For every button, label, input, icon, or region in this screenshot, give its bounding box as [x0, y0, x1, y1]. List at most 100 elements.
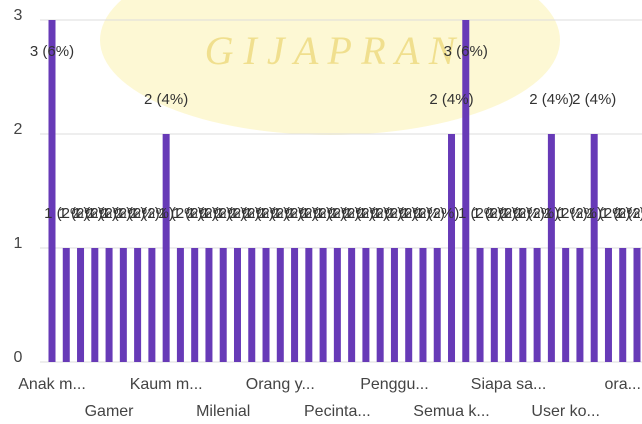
- value-label: 1 (2%): [272, 205, 316, 222]
- value-label: 1 (2%): [601, 205, 642, 222]
- bar: [619, 248, 627, 362]
- value-label: 1 (2%): [458, 205, 502, 222]
- x-tick-label: Kaum m...: [130, 376, 203, 393]
- bar: [176, 248, 184, 362]
- bar: [91, 248, 99, 362]
- value-label: 1 (2%): [44, 205, 88, 222]
- value-label: 1 (2%): [301, 205, 345, 222]
- value-label: 1 (2%): [158, 205, 202, 222]
- x-tick-label: Pecinta...: [304, 403, 371, 420]
- value-label: 3 (6%): [444, 43, 488, 60]
- bar: [219, 248, 227, 362]
- x-tick-label: ora...: [604, 376, 640, 393]
- value-label: 1 (2%): [201, 205, 245, 222]
- bar: [405, 248, 413, 362]
- bar: [562, 248, 570, 362]
- value-label: 1 (2%): [415, 205, 459, 222]
- value-label: 1 (2%): [87, 205, 131, 222]
- bar: [590, 134, 598, 362]
- bar: [476, 248, 484, 362]
- value-label: 1 (2%): [330, 205, 374, 222]
- value-label: 2 (4%): [144, 91, 188, 108]
- value-label: 1 (2%): [244, 205, 288, 222]
- bar: [105, 248, 113, 362]
- value-label: 1 (2%): [230, 205, 274, 222]
- value-label: 1 (2%): [101, 205, 145, 222]
- value-label: 3 (6%): [30, 43, 74, 60]
- y-tick-label: 0: [14, 349, 23, 366]
- watermark: G I J A P R A N: [205, 28, 458, 73]
- value-label: 1 (2%): [258, 205, 302, 222]
- value-label: 1 (2%): [187, 205, 231, 222]
- value-label: 2 (4%): [429, 91, 473, 108]
- bar: [633, 248, 641, 362]
- bar: [333, 248, 341, 362]
- value-label: 1 (2%): [372, 205, 416, 222]
- value-label: 1 (2%): [73, 205, 117, 222]
- bar: [291, 248, 299, 362]
- value-label: 1 (2%): [215, 205, 259, 222]
- x-tick-label: Penggu...: [360, 376, 429, 393]
- bar: [233, 248, 241, 362]
- bar: [490, 248, 498, 362]
- value-label: 1 (2%): [558, 205, 602, 222]
- bar: [505, 248, 513, 362]
- bar: [119, 248, 127, 362]
- bar: [305, 248, 313, 362]
- y-tick-label: 2: [14, 121, 23, 138]
- value-label: 2 (4%): [572, 91, 616, 108]
- value-label: 1 (2%): [173, 205, 217, 222]
- value-label: 1 (2%): [315, 205, 359, 222]
- bar: [547, 134, 555, 362]
- x-tick-label: Milenial: [196, 403, 250, 420]
- value-label: 1 (2%): [358, 205, 402, 222]
- bar: [519, 248, 527, 362]
- bar: [62, 248, 70, 362]
- bar: [433, 248, 441, 362]
- bar: [604, 248, 612, 362]
- bar: [248, 248, 256, 362]
- value-label: 1 (2%): [515, 205, 559, 222]
- value-label: 1 (2%): [586, 205, 630, 222]
- value-label: 1 (2%): [130, 205, 174, 222]
- bar: [134, 248, 142, 362]
- x-tick-label: User ko...: [531, 403, 599, 420]
- value-label: 1 (2%): [501, 205, 545, 222]
- x-tick-label: Orang y...: [246, 376, 315, 393]
- bar: [191, 248, 199, 362]
- value-label: 1 (2%): [544, 205, 588, 222]
- bar: [319, 248, 327, 362]
- bar: [462, 20, 470, 362]
- bar: [362, 248, 370, 362]
- bar: [576, 248, 584, 362]
- bar: [348, 248, 356, 362]
- value-label: 1 (2%): [486, 205, 530, 222]
- value-label: 1 (2%): [401, 205, 445, 222]
- x-tick-label: Semua k...: [413, 403, 489, 420]
- bar: [162, 134, 170, 362]
- bar: [533, 248, 541, 362]
- value-label: 1 (2%): [116, 205, 160, 222]
- bar: [276, 248, 284, 362]
- value-label: 2 (4%): [529, 91, 573, 108]
- bar: [205, 248, 213, 362]
- y-tick-label: 3: [14, 7, 23, 24]
- bar: [77, 248, 85, 362]
- bar: [48, 20, 56, 362]
- value-label: 1 (2%): [287, 205, 331, 222]
- value-label: 1 (2%): [472, 205, 516, 222]
- y-tick-label: 1: [14, 235, 23, 252]
- bar: [262, 248, 270, 362]
- x-tick-label: Siapa sa...: [471, 376, 547, 393]
- watermark-shape: [100, 0, 560, 135]
- value-label: 1 (2%): [387, 205, 431, 222]
- bar: [376, 248, 384, 362]
- value-label: 1 (2%): [615, 205, 642, 222]
- x-tick-label: Gamer: [85, 403, 135, 420]
- value-label: 1 (2%): [58, 205, 102, 222]
- bar: [148, 248, 156, 362]
- value-label: 1 (2%): [344, 205, 388, 222]
- bar: [448, 134, 456, 362]
- bar: [390, 248, 398, 362]
